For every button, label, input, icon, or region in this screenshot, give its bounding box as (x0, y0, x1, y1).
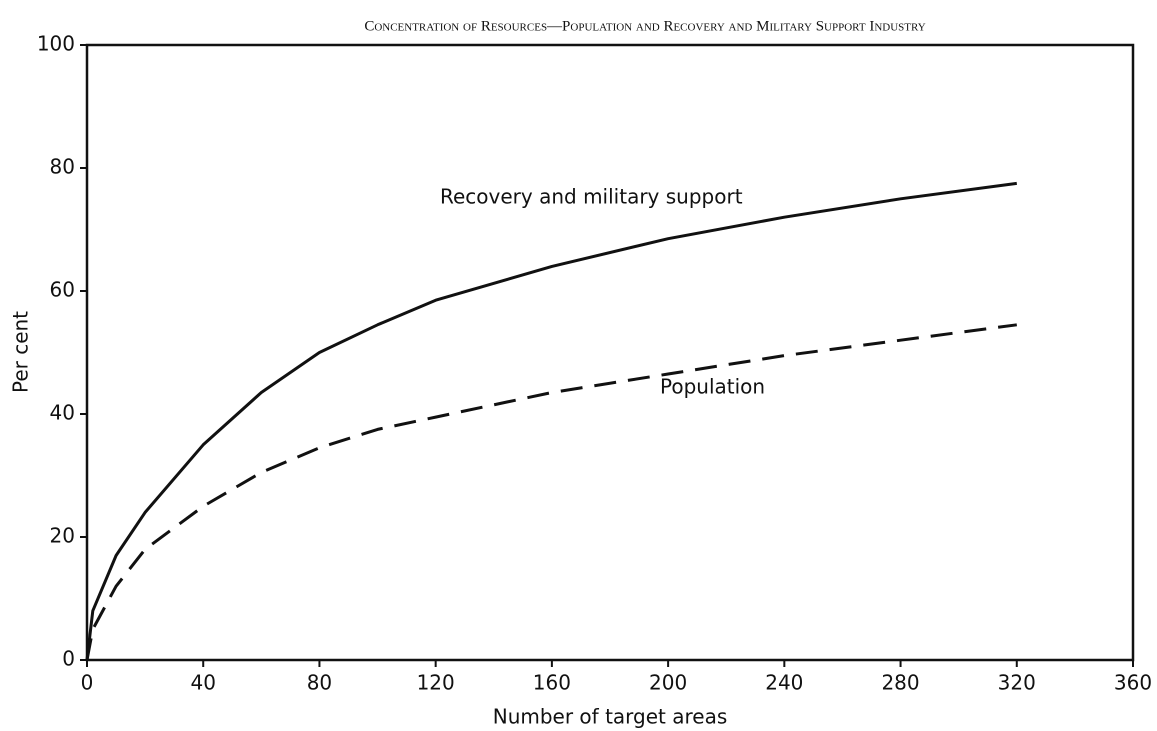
y-tick-label: 20 (50, 524, 75, 548)
series-label: Population (660, 375, 765, 399)
x-axis-label: Number of target areas (493, 705, 728, 729)
series-label: Recovery and military support (440, 185, 743, 209)
y-tick-label: 80 (50, 155, 75, 179)
x-tick-label: 120 (417, 671, 455, 695)
series-line (85, 181, 1017, 661)
chart-title: Concentration of Resources—Population an… (364, 18, 925, 34)
series-line (85, 323, 1017, 661)
x-tick-label: 360 (1114, 671, 1152, 695)
x-tick-label: 320 (998, 671, 1036, 695)
y-tick-label: 100 (37, 32, 75, 56)
x-tick-label: 280 (881, 671, 919, 695)
y-axis-label: Per cent (9, 311, 33, 393)
x-tick-label: 40 (190, 671, 215, 695)
plot-frame (85, 43, 1135, 662)
y-tick-label: 0 (62, 647, 75, 671)
x-tick-label: 240 (765, 671, 803, 695)
y-tick-label: 60 (50, 278, 75, 302)
x-tick-label: 200 (649, 671, 687, 695)
x-tick-label: 80 (307, 671, 332, 695)
x-tick-label: 160 (533, 671, 571, 695)
x-tick-label: 0 (81, 671, 94, 695)
y-tick-label: 40 (50, 401, 75, 425)
